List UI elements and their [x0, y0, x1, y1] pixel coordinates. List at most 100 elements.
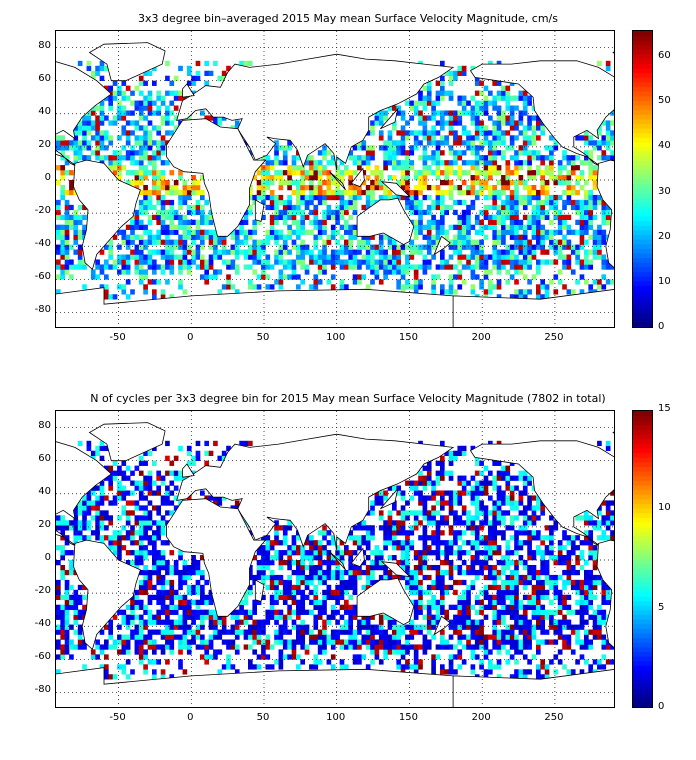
bin-cell: [182, 564, 188, 571]
bin-cell: [77, 525, 83, 531]
bin-cell: [182, 639, 188, 645]
bin-cell: [448, 460, 454, 466]
bin-cell: [549, 219, 554, 225]
bin-cell: [514, 269, 519, 275]
bin-cell: [405, 269, 410, 275]
bin-cell: [317, 560, 323, 566]
bin-cell: [300, 569, 306, 576]
bin-cell: [165, 455, 170, 461]
bin-cell: [383, 649, 388, 655]
bin-cell: [431, 515, 436, 521]
bin-cell: [378, 629, 384, 635]
bin-cell: [143, 105, 148, 111]
bin-cell: [278, 279, 284, 285]
bin-cell: [330, 160, 336, 166]
bin-cell: [313, 664, 319, 670]
bin-cell: [56, 520, 61, 526]
bin-cell: [474, 80, 480, 86]
bin-cell: [213, 244, 218, 250]
bin-cell: [365, 155, 371, 161]
bin-cell: [387, 135, 393, 141]
bin-cell: [309, 209, 314, 216]
bin-cell: [309, 180, 314, 186]
bin-cell: [169, 249, 175, 255]
bin-cell: [426, 204, 432, 211]
bin-cell: [322, 239, 327, 245]
bin-cell: [287, 274, 292, 280]
bin-cell: [64, 520, 70, 526]
bin-cell: [544, 199, 550, 206]
bin-cell: [536, 515, 541, 521]
bin-cell: [378, 279, 384, 285]
bin-cell: [182, 189, 188, 196]
colorbar-tick-label: 40: [658, 140, 671, 152]
bin-cell: [160, 145, 166, 151]
bin-cell: [518, 165, 524, 171]
bin-cell: [64, 219, 70, 225]
bin-cell: [208, 619, 214, 625]
bin-cell: [444, 470, 450, 476]
bin-cell: [152, 170, 157, 176]
bin-cell: [274, 160, 279, 166]
bin-cell: [466, 594, 471, 601]
bin-cell: [269, 594, 275, 601]
bin-cell: [60, 654, 66, 660]
bin-cell: [492, 550, 498, 556]
bin-cell: [466, 209, 471, 216]
bin-cell: [370, 505, 375, 511]
bin-cell: [60, 619, 66, 625]
bin-cell: [90, 654, 96, 660]
bin-cell: [335, 639, 340, 645]
bin-cell: [387, 244, 393, 250]
bin-cell: [518, 560, 524, 566]
bin-cell: [422, 125, 428, 131]
bin-cell: [287, 259, 292, 265]
bin-cell: [557, 194, 563, 201]
bin-cell: [156, 564, 162, 571]
bin-cell: [422, 150, 428, 156]
bin-cell: [291, 165, 297, 171]
bin-cell: [239, 249, 244, 255]
bin-cell: [291, 594, 297, 601]
bin-cell: [138, 160, 144, 166]
bin-cell: [204, 80, 210, 86]
bin-cell: [588, 204, 594, 211]
bin-cell: [64, 594, 70, 601]
bin-cell: [121, 644, 127, 650]
bin-cell: [160, 550, 166, 556]
bin-cell: [431, 239, 436, 245]
bin-cell: [147, 485, 153, 491]
bin-cell: [584, 249, 589, 255]
bin-cell: [326, 574, 332, 581]
bin-cell: [453, 110, 458, 116]
bin-cell: [440, 669, 445, 675]
bin-cell: [208, 639, 214, 645]
bin-cell: [226, 249, 231, 255]
bin-cell: [527, 279, 532, 285]
bin-cell: [496, 550, 502, 556]
bin-cell: [322, 535, 327, 541]
bin-cell: [492, 165, 498, 171]
bin-cell: [234, 500, 240, 506]
bin-cell: [527, 175, 532, 181]
bin-cell: [522, 199, 528, 206]
bin-cell: [195, 584, 201, 591]
bin-cell: [479, 500, 484, 506]
bin-cell: [514, 574, 519, 581]
bin-cell: [365, 574, 371, 581]
bin-cell: [588, 175, 594, 181]
bin-cell: [396, 574, 402, 581]
bin-cell: [64, 155, 70, 161]
bin-cell: [125, 619, 131, 625]
bin-cell: [418, 520, 423, 526]
bin-cell: [466, 189, 471, 196]
bin-cell: [357, 540, 362, 546]
bin-cell: [374, 629, 380, 635]
bin-cell: [291, 624, 297, 630]
bin-cell: [501, 589, 506, 596]
bin-cell: [431, 219, 436, 225]
bin-cell: [422, 495, 428, 501]
bin-cells: [56, 60, 614, 300]
bin-cell: [160, 634, 166, 640]
bin-cell: [509, 115, 515, 121]
